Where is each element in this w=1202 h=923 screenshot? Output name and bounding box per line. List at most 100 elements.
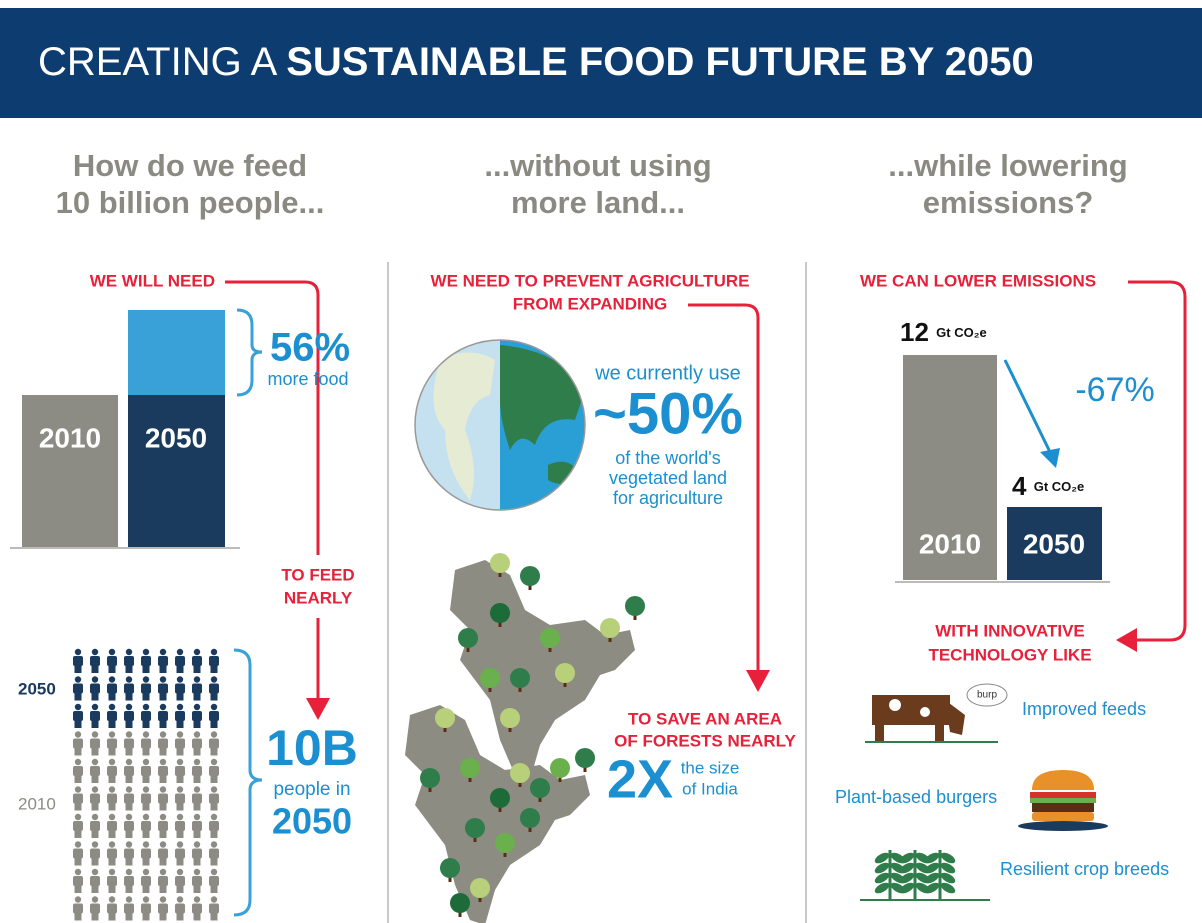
legs <box>91 830 99 838</box>
prevent-label: WE NEED TO PREVENT AGRICULTURE <box>431 271 750 290</box>
head <box>142 841 150 848</box>
body <box>107 848 117 859</box>
crown <box>420 768 440 788</box>
legs <box>159 802 167 811</box>
crown <box>490 788 510 808</box>
body <box>73 793 83 804</box>
bubble-text: burp <box>977 690 997 701</box>
crown <box>458 628 478 648</box>
head <box>210 841 218 848</box>
crown <box>555 663 575 683</box>
unit: Gt CO₂e <box>936 325 987 340</box>
grain <box>940 872 956 884</box>
head <box>74 813 82 821</box>
grain <box>940 882 956 894</box>
legs <box>91 857 99 866</box>
head <box>108 758 116 766</box>
person <box>107 731 117 756</box>
body <box>192 793 202 804</box>
legs <box>125 857 133 866</box>
legs <box>210 720 218 728</box>
body <box>175 876 185 886</box>
legs <box>74 747 82 756</box>
arrowhead <box>306 698 330 720</box>
legs <box>193 912 201 921</box>
tech-label: WITH INNOVATIVE <box>935 621 1085 640</box>
body <box>175 848 185 859</box>
person <box>141 703 151 728</box>
head <box>210 813 218 821</box>
title: CREATING A SUSTAINABLE FOOD FUTURE BY 20… <box>38 40 1034 84</box>
legs <box>142 912 150 921</box>
legs <box>159 912 167 921</box>
head <box>193 868 201 876</box>
body <box>124 656 134 666</box>
person <box>158 896 168 921</box>
legs <box>210 885 218 893</box>
grain <box>924 872 940 884</box>
head <box>74 868 82 876</box>
head <box>91 703 99 711</box>
person <box>175 841 185 866</box>
person <box>209 813 219 838</box>
head <box>193 676 201 683</box>
body <box>192 738 202 749</box>
person <box>175 758 185 783</box>
crown <box>490 603 510 623</box>
head <box>108 841 116 848</box>
body <box>141 766 151 776</box>
head <box>193 786 201 793</box>
legs <box>176 802 184 811</box>
head <box>91 868 99 876</box>
crown <box>490 553 510 573</box>
wheat-icon <box>860 850 990 901</box>
heading: How do we feed <box>73 148 307 183</box>
legs <box>210 857 218 866</box>
body <box>192 821 202 831</box>
head <box>142 868 150 876</box>
legs <box>108 775 116 783</box>
tree <box>600 618 620 642</box>
tree-icons <box>420 553 645 917</box>
body <box>73 738 83 749</box>
crown <box>625 596 645 616</box>
body <box>90 793 100 804</box>
legs <box>142 775 150 783</box>
head <box>108 703 116 711</box>
person <box>141 648 151 673</box>
person <box>107 813 117 838</box>
people-label: 2050 <box>18 679 56 698</box>
crown <box>530 778 550 798</box>
head <box>91 758 99 766</box>
tree <box>495 833 515 857</box>
person <box>124 703 134 728</box>
crown <box>435 708 455 728</box>
grain <box>874 862 890 874</box>
head <box>142 676 150 683</box>
header-band <box>0 8 1202 118</box>
legs <box>142 857 150 866</box>
head <box>159 703 167 711</box>
person <box>209 896 219 921</box>
body <box>124 848 134 859</box>
legs <box>176 747 184 756</box>
body <box>124 738 134 749</box>
head <box>108 731 116 738</box>
bar-2010 <box>22 395 118 547</box>
bar-2050 <box>128 395 225 547</box>
red-arrow <box>1128 280 1187 642</box>
legs <box>125 692 133 701</box>
grain <box>899 862 915 874</box>
person <box>90 676 100 701</box>
head <box>193 648 201 656</box>
body <box>209 848 219 859</box>
legs <box>176 830 184 838</box>
body <box>107 766 117 776</box>
head <box>125 841 133 848</box>
body <box>107 793 117 804</box>
person <box>158 813 168 838</box>
legs <box>125 747 133 756</box>
grain <box>874 852 890 864</box>
emission-amount: 12 Gt CO₂e <box>900 317 987 347</box>
body <box>107 656 117 666</box>
